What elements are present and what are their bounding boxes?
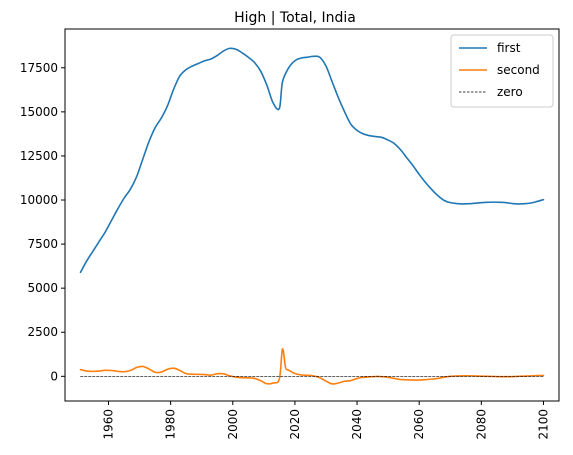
y-tick-label: 15000 [20,105,58,119]
legend: first second zero [450,34,554,108]
series-layer [79,47,545,385]
x-tick-label: 2080 [474,409,488,440]
x-tick-label: 2100 [536,409,550,440]
y-tick-label: 7500 [27,237,58,251]
x-tick-label: 1960 [101,409,115,440]
y-tick-label: 17500 [20,61,58,75]
legend-label-zero: zero [497,85,523,99]
axes-layer: 0 2500 5000 7500 10000 12500 15000 17500 1960 198… [20,61,551,440]
y-tick-label: 0 [50,369,58,383]
y-tick-label: 12500 [20,149,58,163]
legend-box [450,34,554,108]
y-tick-label: 10000 [20,193,58,207]
plot-frame [64,28,560,402]
legend-label-first: first [497,41,521,55]
legend-label-second: second [497,63,540,77]
x-tick-label: 2000 [226,409,240,440]
y-tick-label: 2500 [27,325,58,339]
x-tick-label: 2060 [412,409,426,440]
y-tick-label: 5000 [27,281,58,295]
series-line-second [79,348,545,385]
x-tick-label: 2040 [350,409,364,440]
x-tick-label: 2020 [288,409,302,440]
series-line-first [79,47,545,274]
chart-title: High | Total, India [234,10,356,26]
x-tick-label: 1980 [164,409,178,440]
